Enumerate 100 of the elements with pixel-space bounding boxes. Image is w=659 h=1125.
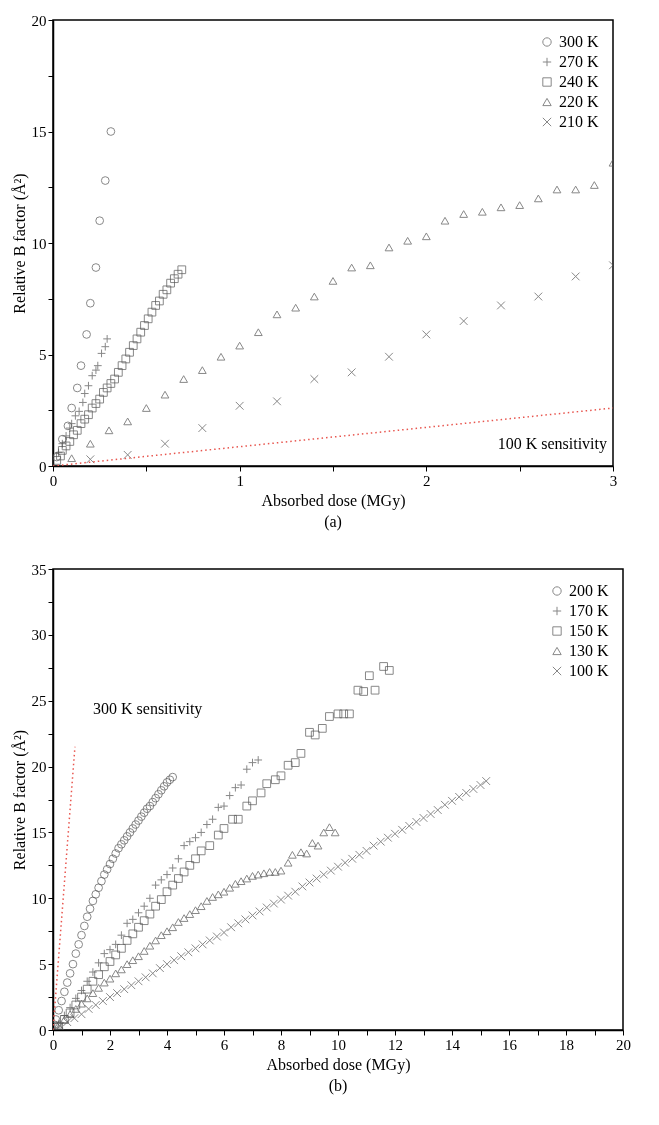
point — [136, 327, 146, 337]
point — [108, 854, 118, 864]
point — [53, 1015, 61, 1024]
y-axis-title: Relative B factor (Å²) — [10, 729, 29, 871]
point — [121, 354, 131, 364]
point — [106, 379, 116, 388]
point — [67, 403, 77, 413]
point — [276, 771, 286, 781]
point — [61, 441, 71, 451]
point — [185, 860, 195, 870]
point — [173, 269, 183, 279]
point — [77, 999, 86, 1008]
point — [134, 922, 143, 932]
point — [235, 341, 245, 350]
text: (b) — [328, 1077, 348, 1095]
point — [313, 841, 323, 850]
y-tick-label: 20 — [31, 759, 47, 776]
point — [156, 785, 166, 795]
point — [97, 876, 106, 886]
point — [296, 749, 306, 758]
point — [132, 334, 142, 344]
point — [242, 874, 252, 883]
point — [272, 310, 282, 319]
point — [147, 307, 157, 317]
point — [262, 779, 272, 789]
point — [117, 943, 126, 953]
point — [67, 454, 77, 463]
x-tick-label: 8 — [277, 1036, 286, 1053]
point — [139, 808, 149, 818]
point — [191, 854, 200, 864]
point — [82, 994, 92, 1003]
point — [196, 902, 206, 911]
point — [154, 789, 163, 799]
legend-label: 150 K — [569, 622, 609, 639]
point — [125, 347, 134, 357]
point — [589, 181, 599, 189]
point — [353, 685, 363, 695]
point — [168, 880, 178, 890]
point — [248, 796, 257, 806]
point — [71, 1005, 81, 1013]
point — [80, 414, 90, 424]
point — [253, 870, 263, 879]
point — [202, 897, 212, 905]
point — [248, 872, 257, 880]
point — [477, 207, 487, 216]
point — [233, 814, 243, 824]
point — [114, 843, 123, 853]
point — [290, 758, 300, 767]
point — [134, 952, 143, 961]
point — [162, 285, 172, 295]
point — [231, 879, 240, 888]
point — [53, 456, 62, 465]
point — [82, 984, 92, 994]
point — [305, 727, 314, 737]
point — [310, 730, 320, 740]
point — [110, 374, 119, 384]
point — [102, 383, 112, 393]
point — [54, 1005, 64, 1015]
point — [85, 298, 95, 308]
point — [345, 709, 354, 719]
point — [370, 685, 380, 695]
point — [105, 974, 115, 983]
point — [131, 820, 141, 829]
annotation: 300 K sensitivity — [93, 700, 203, 718]
point — [123, 417, 133, 426]
point — [440, 216, 450, 225]
point — [197, 366, 207, 374]
point — [288, 850, 297, 859]
legend-label: 220 K — [559, 93, 599, 110]
point — [71, 1000, 81, 1010]
point — [145, 941, 155, 950]
point — [159, 781, 169, 791]
point — [77, 992, 86, 1002]
point — [74, 940, 84, 949]
point — [421, 232, 431, 241]
point — [151, 901, 160, 911]
point — [122, 936, 132, 945]
point — [166, 278, 175, 288]
point — [191, 906, 200, 914]
point — [104, 426, 114, 435]
point — [117, 839, 126, 849]
x-tick-label: 16 — [502, 1036, 518, 1053]
y-axis-title: Relative B factor (Å²) — [10, 173, 29, 314]
point — [139, 916, 149, 926]
point — [148, 797, 158, 807]
point — [99, 870, 109, 879]
x-tick-label: 12 — [388, 1036, 403, 1053]
point — [88, 989, 98, 997]
point — [128, 824, 138, 833]
x-tick-label: 14 — [445, 1036, 461, 1053]
point — [155, 296, 164, 306]
x-axis-title: Absorbed dose (MGy) — [266, 1055, 411, 1074]
y-tick-label: 15 — [31, 124, 47, 140]
x-tick-label: 2 — [106, 1036, 115, 1053]
point — [253, 328, 263, 337]
y-tick-label: 35 — [31, 561, 47, 578]
point — [60, 987, 69, 997]
point — [330, 828, 340, 837]
text: (a) — [324, 513, 342, 531]
point — [328, 277, 338, 285]
